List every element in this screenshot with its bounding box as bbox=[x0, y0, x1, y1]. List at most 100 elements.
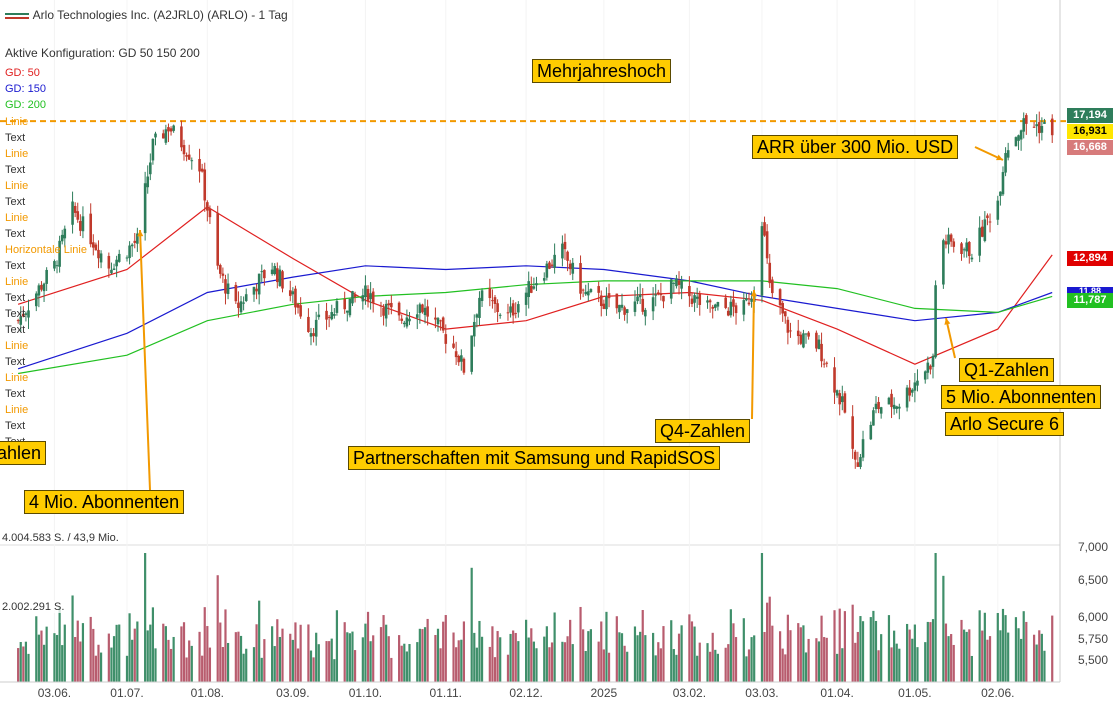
volume-bar bbox=[426, 618, 429, 682]
candle-body bbox=[307, 316, 310, 333]
drawing-tool-item[interactable]: Linie bbox=[5, 276, 29, 288]
drawing-tool-item[interactable]: Text bbox=[5, 388, 26, 400]
volume-bar bbox=[185, 657, 188, 682]
annotation-5m-subscribers[interactable]: 5 Mio. Abonnenten bbox=[941, 385, 1102, 409]
volume-bar bbox=[569, 619, 572, 682]
x-tick-label: 02.06. bbox=[981, 686, 1014, 700]
volume-bar bbox=[382, 615, 385, 682]
candle-body bbox=[244, 294, 248, 302]
candle-body bbox=[527, 281, 531, 298]
annotation-4m-subscribers[interactable]: 4 Mio. Abonnenten bbox=[24, 490, 185, 514]
arrow-head bbox=[944, 318, 951, 325]
annotation-arlo-secure[interactable]: Arlo Secure 6 bbox=[945, 412, 1065, 436]
candle-body bbox=[838, 393, 842, 405]
candle-body bbox=[296, 304, 300, 308]
candle-body bbox=[288, 290, 292, 296]
volume-bar bbox=[1051, 615, 1054, 682]
volume-bar bbox=[17, 648, 20, 682]
candle-body bbox=[257, 273, 261, 295]
arrow-line bbox=[945, 317, 956, 359]
legend-gd200[interactable]: GD: 200 bbox=[5, 99, 46, 111]
volume-bar bbox=[271, 626, 274, 682]
candle-body bbox=[732, 299, 735, 307]
volume-bar bbox=[988, 636, 992, 682]
volume-bar bbox=[201, 655, 204, 682]
candle-body bbox=[843, 393, 847, 413]
candle-body bbox=[22, 313, 25, 317]
candle-body bbox=[369, 293, 372, 300]
candle-body bbox=[654, 294, 657, 296]
volume-bar bbox=[672, 649, 675, 682]
volume-bar bbox=[216, 575, 219, 682]
candle-body bbox=[1017, 135, 1020, 141]
candle-body bbox=[999, 191, 1002, 197]
drawing-tool-item[interactable]: Text bbox=[5, 356, 26, 368]
volume-bar bbox=[299, 624, 302, 682]
volume-bar bbox=[491, 626, 494, 682]
volume-bar bbox=[346, 632, 349, 682]
volume-bar bbox=[887, 615, 891, 682]
drawing-tool-item[interactable]: Text bbox=[5, 324, 26, 336]
candle-body bbox=[1050, 118, 1054, 136]
candle-body bbox=[980, 226, 984, 237]
drawing-tool-item[interactable]: Linie bbox=[5, 372, 29, 384]
annotation-partnerships[interactable]: Partnerschaften mit Samsung und RapidSOS bbox=[348, 446, 721, 470]
volume-bar bbox=[996, 612, 999, 682]
candle-body bbox=[952, 241, 956, 247]
candle-body bbox=[345, 310, 349, 313]
volume-bar bbox=[151, 607, 155, 682]
volume-bar bbox=[312, 657, 315, 682]
candle-body bbox=[688, 286, 691, 297]
drawing-tool-item[interactable]: Text bbox=[5, 132, 26, 144]
drawing-tool-item[interactable]: Linie bbox=[5, 148, 29, 160]
volume-bar bbox=[180, 626, 183, 682]
volume-bar bbox=[361, 637, 364, 682]
annotation-q1[interactable]: Q1-Zahlen bbox=[959, 358, 1055, 382]
drawing-tool-item[interactable]: Linie bbox=[5, 180, 29, 192]
candle-body bbox=[99, 253, 103, 263]
drawing-tool-item[interactable]: Linie bbox=[5, 116, 29, 128]
legend-gd150[interactable]: GD: 150 bbox=[5, 83, 46, 95]
volume-bar bbox=[19, 641, 22, 682]
volume-bar bbox=[37, 634, 40, 682]
drawing-tool-item[interactable]: Text bbox=[5, 196, 26, 208]
drawing-tool-item[interactable]: Linie bbox=[5, 340, 29, 352]
volume-bar bbox=[1017, 628, 1020, 682]
candle-body bbox=[364, 285, 367, 297]
drawing-tool-item[interactable]: Text bbox=[5, 260, 26, 272]
drawing-tool-item[interactable]: Horizontale Linie bbox=[5, 244, 87, 256]
annotation-arr[interactable]: ARR über 300 Mio. USD bbox=[752, 135, 959, 159]
drawing-tool-item[interactable]: Text bbox=[5, 308, 26, 320]
volume-bar bbox=[843, 611, 846, 682]
volume-bar bbox=[40, 630, 43, 682]
candle-body bbox=[778, 289, 782, 306]
volume-bar bbox=[493, 657, 497, 682]
drawing-tool-item[interactable]: Text bbox=[5, 164, 26, 176]
volume-bar bbox=[1025, 621, 1028, 682]
candle-body bbox=[1006, 150, 1010, 158]
drawing-tool-item[interactable]: Linie bbox=[5, 212, 29, 224]
volume-bar bbox=[385, 624, 388, 682]
candle-body bbox=[677, 280, 681, 285]
drawing-tool-item[interactable]: Text bbox=[5, 292, 26, 304]
drawing-tool-item[interactable]: Linie bbox=[5, 404, 29, 416]
drawing-tool-item[interactable]: Text bbox=[5, 420, 26, 432]
candle-body bbox=[760, 226, 764, 296]
chart-title-row: Arlo Technologies Inc. (A2JRL0) (ARLO) -… bbox=[4, 8, 288, 22]
candle-body bbox=[615, 293, 619, 309]
volume-bar bbox=[880, 634, 883, 682]
candle-body bbox=[190, 160, 194, 162]
legend-gd50[interactable]: GD: 50 bbox=[5, 67, 40, 79]
volume-bar bbox=[442, 621, 445, 682]
volume-bar bbox=[836, 653, 839, 682]
annotation-multi-year-high[interactable]: Mehrjahreshoch bbox=[532, 59, 672, 83]
candle-body bbox=[599, 295, 603, 307]
candle-body bbox=[908, 387, 911, 396]
drawing-tool-item[interactable]: Text bbox=[5, 228, 26, 240]
annotation-cut[interactable]: ahlen bbox=[0, 441, 47, 465]
annotation-q4[interactable]: Q4-Zahlen bbox=[655, 419, 751, 443]
volume-bar bbox=[1040, 633, 1043, 682]
volume-bar bbox=[512, 630, 515, 682]
volume-bar bbox=[833, 610, 836, 682]
